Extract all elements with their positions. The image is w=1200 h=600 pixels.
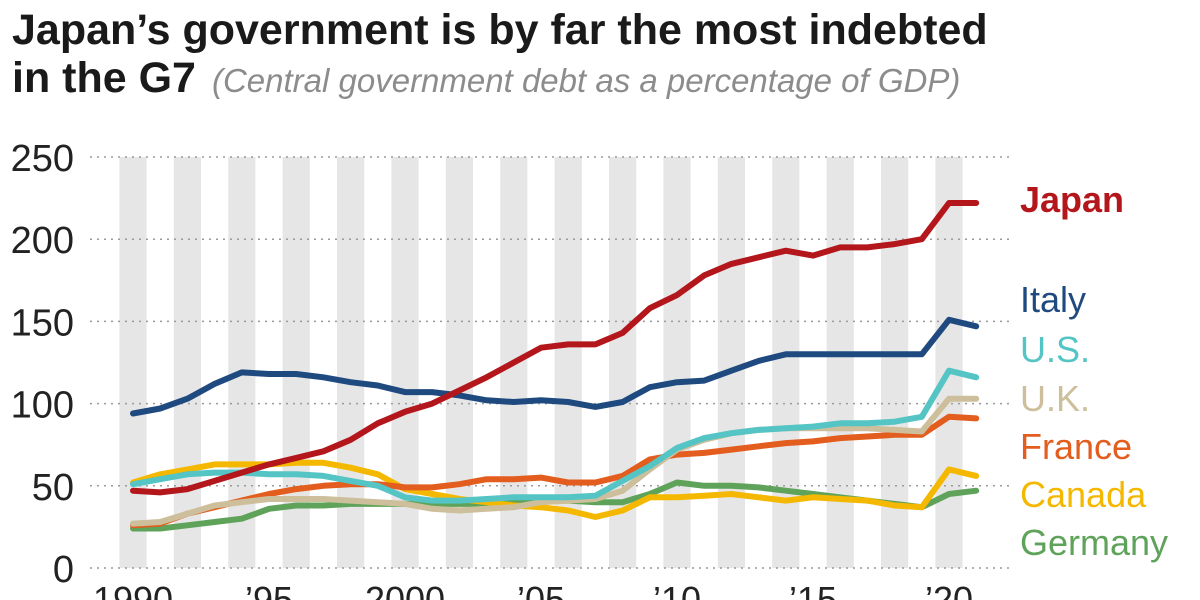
y-axis: 0 50 100 150 200 250 bbox=[11, 138, 74, 591]
series-line-france bbox=[130, 413, 980, 529]
year-band bbox=[717, 157, 745, 568]
year-band bbox=[119, 157, 147, 568]
title-line-2: in the G7 (Central government debt as a p… bbox=[12, 54, 988, 105]
x-axis: 1990 ’95 2000 ’05 ’10 ’15 ’20 bbox=[93, 579, 973, 600]
series-line-uk bbox=[130, 395, 980, 527]
series-label-us: U.S. bbox=[1020, 329, 1090, 370]
series-label-germany: Germany bbox=[1020, 522, 1168, 563]
x-tick-label: 1990 bbox=[93, 579, 173, 600]
x-tick-label: ’15 bbox=[789, 579, 837, 600]
series-lines bbox=[130, 200, 980, 532]
year-band bbox=[772, 157, 800, 568]
year-band bbox=[173, 157, 201, 568]
title-line-2-text: in the G7 bbox=[12, 54, 196, 102]
series-labels: Germany Canada France U.K. U.S. Italy Japan bbox=[1020, 179, 1168, 563]
y-tick-label: 150 bbox=[11, 302, 74, 344]
x-tick-label: ’20 bbox=[925, 579, 973, 600]
series-line-japan bbox=[130, 200, 980, 496]
series-label-italy: Italy bbox=[1020, 279, 1086, 320]
x-tick-label: ’95 bbox=[245, 579, 293, 600]
title-line-1: Japan’s government is by far the most in… bbox=[12, 6, 988, 54]
series-label-france: France bbox=[1020, 426, 1132, 467]
series-line-italy bbox=[130, 316, 980, 417]
series-label-uk: U.K. bbox=[1020, 378, 1090, 419]
series-line-us bbox=[130, 367, 980, 504]
year-band bbox=[663, 157, 691, 568]
x-tick-label: ’05 bbox=[517, 579, 565, 600]
x-tick-label: ’10 bbox=[653, 579, 701, 600]
y-tick-label: 50 bbox=[32, 467, 74, 509]
series-label-japan: Japan bbox=[1020, 179, 1124, 220]
y-tick-label: 100 bbox=[11, 385, 74, 427]
series-label-canada: Canada bbox=[1020, 474, 1147, 515]
chart-title: Japan’s government is by far the most in… bbox=[12, 6, 988, 105]
chart-subtitle: (Central government debt as a percentage… bbox=[211, 62, 961, 99]
year-band bbox=[881, 157, 909, 568]
year-band bbox=[826, 157, 854, 568]
y-tick-label: 200 bbox=[11, 220, 74, 262]
y-tick-label: 250 bbox=[11, 138, 74, 180]
y-tick-label: 0 bbox=[53, 549, 74, 591]
x-tick-label: 2000 bbox=[365, 579, 445, 600]
